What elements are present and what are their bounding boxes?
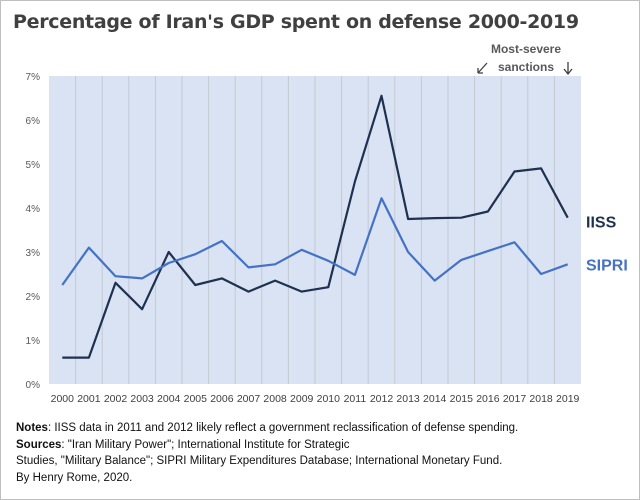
byline: By Henry Rome, 2020.	[16, 471, 133, 484]
x-tick-label: 2019	[556, 393, 580, 405]
x-tick-label: 2009	[290, 393, 314, 405]
x-tick-label: 2004	[157, 393, 181, 405]
x-tick-label: 2013	[396, 393, 420, 405]
x-tick-label: 2006	[210, 393, 234, 405]
x-tick-label: 2011	[344, 393, 367, 405]
x-tick-label: 2005	[184, 393, 208, 405]
sources-line-2: Studies, "Military Balance"; SIPRI Milit…	[16, 455, 503, 467]
x-tick-label: 2017	[503, 393, 527, 405]
x-tick-label: 2008	[263, 393, 287, 405]
arrow-icon	[477, 62, 488, 74]
series-line-iiss	[62, 94, 569, 359]
notes-block: Notes: IISS data in 2011 and 2012 likely…	[16, 420, 518, 486]
x-tick-label: 2000	[51, 393, 75, 405]
y-tick-label: 5%	[26, 160, 41, 171]
y-tick-label: 6%	[26, 116, 41, 127]
arrow-icon	[563, 62, 573, 76]
x-tick-label: 2016	[476, 393, 500, 405]
chart-title: Percentage of Iran's GDP spent on defens…	[13, 11, 579, 33]
x-tick-label: 2003	[130, 393, 154, 405]
x-tick-label: 2001	[77, 393, 101, 405]
x-tick-label: 2018	[529, 393, 553, 405]
x-tick-label: 2002	[104, 393, 128, 405]
y-tick-label: 1%	[26, 336, 41, 347]
y-tick-label: 7%	[26, 72, 41, 83]
series-line-sipri	[61, 197, 569, 286]
y-tick-label: 4%	[26, 204, 41, 215]
x-tick-label: 2014	[423, 393, 447, 405]
y-tick-label: 0%	[26, 380, 41, 391]
legend-label-iiss: IISS	[586, 215, 617, 232]
x-tick-label: 2012	[370, 393, 394, 405]
y-tick-label: 3%	[26, 248, 41, 259]
x-tick-label: 2007	[237, 393, 261, 405]
notes-line: Notes: IISS data in 2011 and 2012 likely…	[16, 422, 519, 434]
x-tick-label: 2010	[317, 393, 341, 405]
legend-label-sipri: SIPRI	[586, 257, 628, 274]
annotation-line2: sanctions	[498, 60, 554, 74]
y-tick-label: 2%	[26, 292, 41, 303]
annotation-line1: Most-severe	[491, 42, 561, 56]
sources-line: Sources: "Iran Military Power"; Internat…	[16, 438, 350, 451]
x-tick-label: 2015	[450, 393, 474, 405]
